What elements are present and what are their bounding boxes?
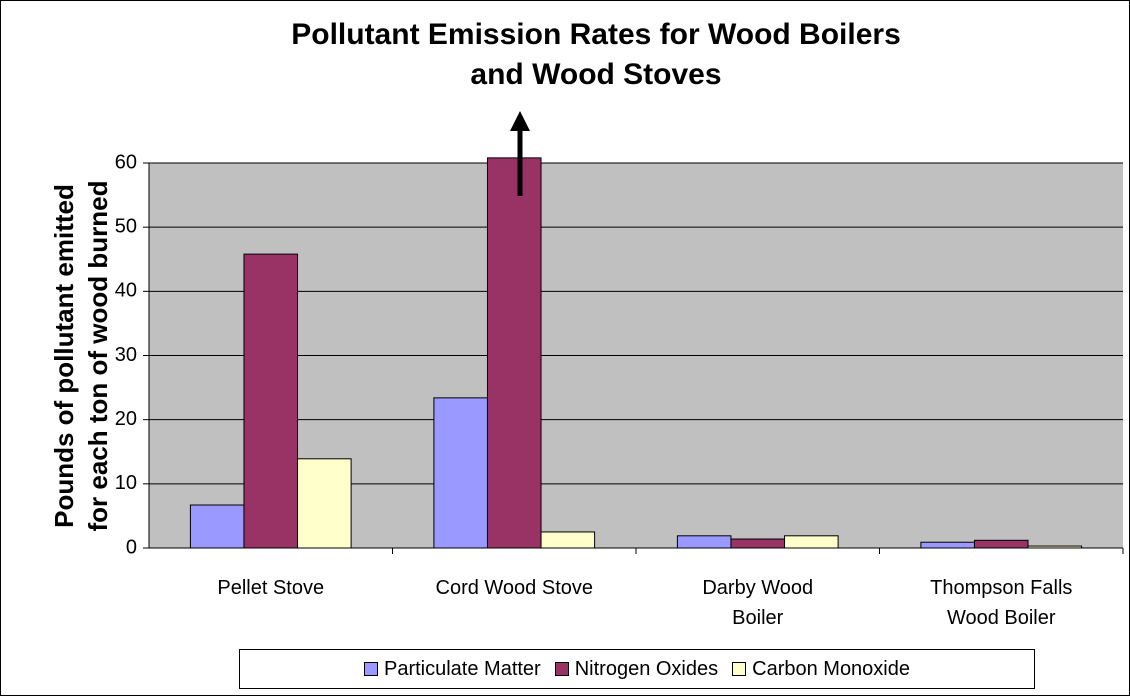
bar	[297, 458, 352, 549]
legend-swatch	[732, 662, 747, 677]
x-tick-label: Darby Wood Boiler	[702, 577, 814, 629]
x-tick-label: Cord Wood Stove	[435, 577, 594, 599]
legend-swatch	[554, 662, 569, 677]
y-tick-label: 50	[115, 215, 137, 237]
legend-label: Particulate Matter	[383, 657, 541, 680]
legend-item: Nitrogen Oxides	[554, 657, 719, 681]
x-tick-label: Pellet Stove	[217, 577, 325, 599]
legend-label: Nitrogen Oxides	[574, 657, 719, 680]
arrow-head	[510, 111, 530, 131]
y-tick-label: 30	[115, 344, 137, 366]
bar	[920, 541, 975, 549]
legend-item: Carbon Monoxide	[732, 658, 910, 681]
bar	[243, 253, 299, 549]
y-tick-label: 10	[115, 472, 137, 494]
x-tick-label: Thompson Falls Wood Boiler	[930, 577, 1073, 629]
bar	[433, 397, 488, 549]
y-tick-label: 20	[115, 408, 137, 430]
bar	[784, 535, 839, 549]
legend-item: Particulate Matter	[363, 657, 541, 681]
bar	[973, 539, 1029, 549]
legend-label: Carbon Monoxide	[752, 657, 910, 680]
legend: Particulate Matter Nitrogen Oxides Carbon …	[239, 649, 1035, 689]
y-axis-label: Pounds of pollutant emitted for each ton…	[49, 180, 113, 532]
y-tick-label: 40	[115, 280, 137, 302]
chart-title: Pollutant Emission Rates for Wood Boiler…	[291, 18, 901, 91]
y-tick-label: 0	[126, 536, 137, 558]
bar	[189, 504, 245, 549]
bar	[540, 531, 596, 549]
bar	[730, 538, 786, 549]
legend-swatch	[363, 662, 378, 677]
bar	[486, 157, 542, 549]
y-tick-label: 60	[115, 151, 137, 173]
bar	[676, 535, 732, 549]
